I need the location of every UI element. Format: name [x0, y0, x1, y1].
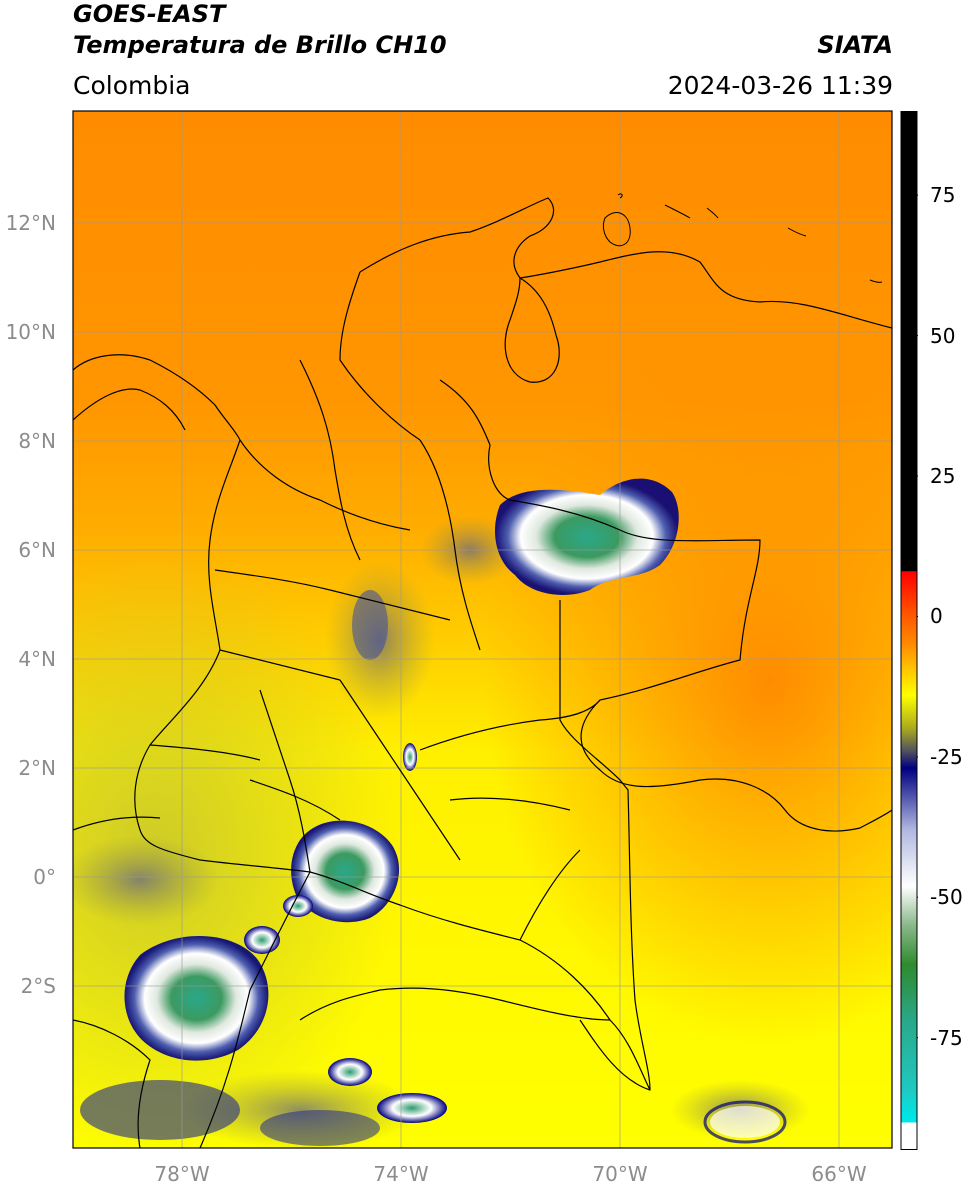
colorbar-frame	[900, 111, 918, 1150]
lat-label: 2°S	[20, 974, 56, 998]
lat-label: 2°N	[18, 756, 56, 780]
map-frame	[72, 110, 893, 1149]
graticule	[73, 111, 892, 1148]
colorbar-gradient	[901, 111, 917, 1150]
lon-label: 66°W	[811, 1162, 867, 1186]
colorbar-tick-label: 25	[930, 464, 956, 489]
colorbar-tick-label: -50	[930, 885, 963, 910]
colorbar	[900, 111, 918, 1150]
timestamp-label: 2024-03-26 11:39	[667, 71, 893, 100]
colorbar-tick-label: 75	[930, 183, 956, 208]
islands	[602, 193, 883, 283]
lat-label: 6°N	[18, 538, 56, 562]
lat-label: 12°N	[5, 211, 56, 235]
colorbar-tick-label: -75	[930, 1025, 963, 1050]
source-label: SIATA	[817, 31, 893, 59]
storm-cell-southwest	[124, 936, 269, 1061]
colorbar-tick-label: 50	[930, 323, 956, 348]
lat-label: 0°	[33, 865, 56, 889]
storm-cell-northeast	[495, 478, 679, 595]
lat-label: 4°N	[18, 647, 56, 671]
lon-label: 74°W	[373, 1162, 429, 1186]
lat-label: 10°N	[5, 320, 56, 344]
colorbar-tick-label: 0	[930, 604, 943, 629]
region-label: Colombia	[73, 71, 191, 100]
colorbar-tick-label: -25	[930, 744, 963, 769]
title-line-1: GOES-EAST	[73, 0, 226, 28]
lat-label: 8°N	[18, 429, 56, 453]
country-borders	[73, 197, 892, 1148]
lon-label: 70°W	[592, 1162, 648, 1186]
lon-label: 78°W	[154, 1162, 210, 1186]
title-line-2: Temperatura de Brillo CH10	[73, 31, 447, 59]
storm-cell-central-south	[291, 820, 400, 923]
